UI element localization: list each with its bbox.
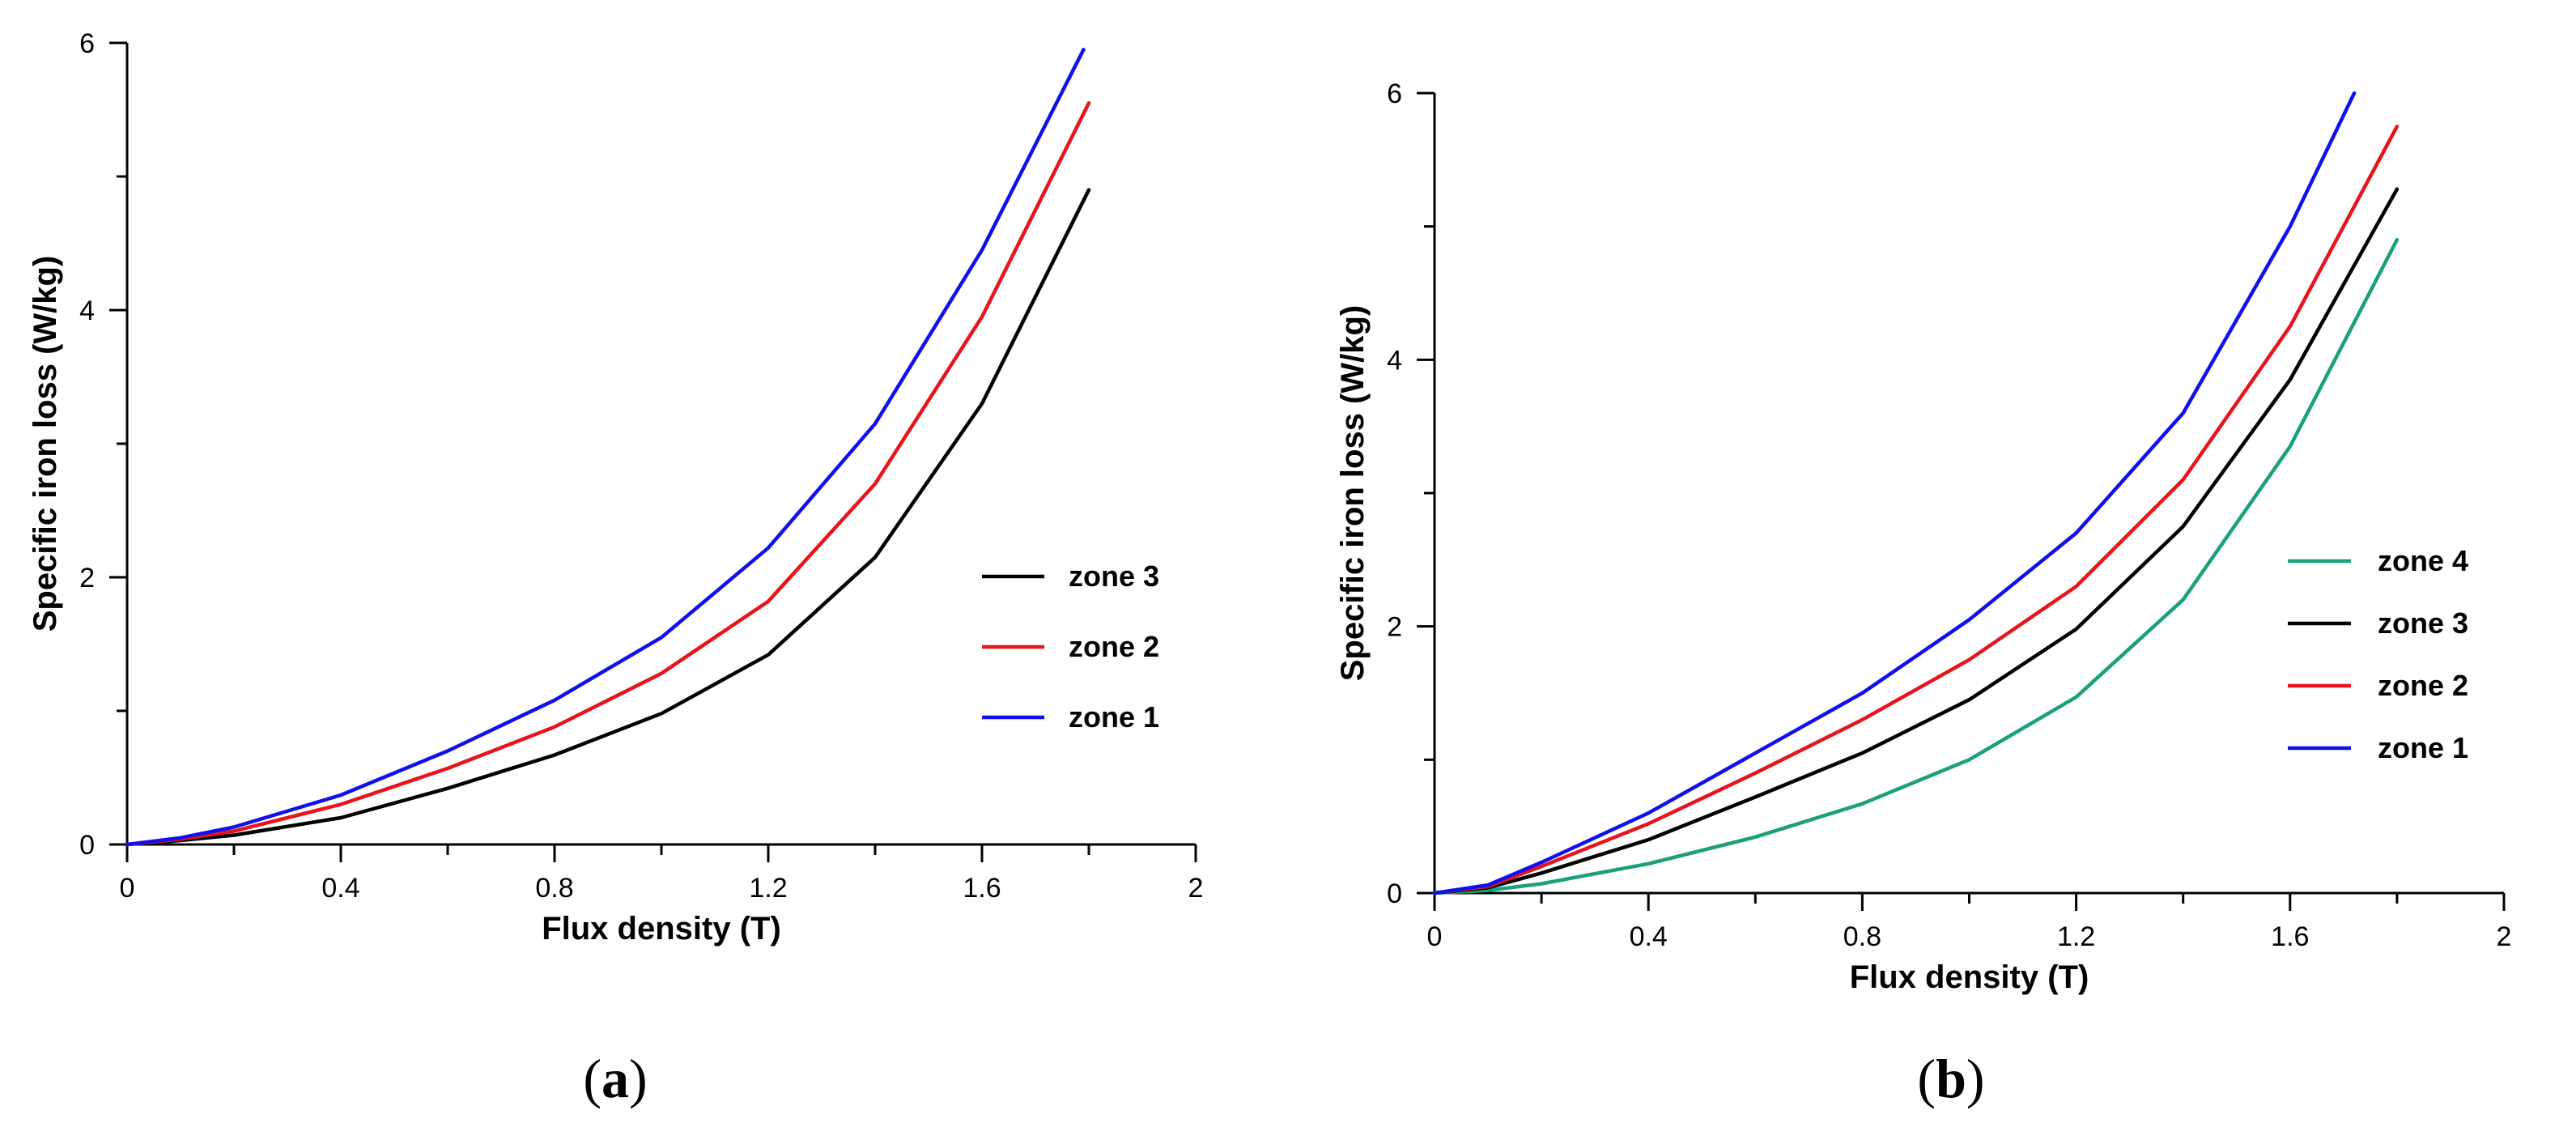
legend-label: zone 2: [2378, 669, 2468, 702]
panel-caption-letter: b: [1936, 1048, 1966, 1109]
x-axis-title: Flux density (T): [542, 911, 781, 946]
x-tick-label: 0: [120, 873, 135, 904]
x-tick-label: 2: [2497, 921, 2512, 952]
x-tick-label: 0.4: [1630, 921, 1668, 952]
legend-label: zone 3: [1069, 559, 1159, 593]
x-tick-label: 0: [1427, 921, 1443, 952]
series-line-zone-2: [1432, 124, 2400, 895]
series-line-zone-1: [125, 48, 1086, 847]
panel-caption-close: ): [629, 1048, 648, 1109]
y-tick-label: 2: [79, 563, 95, 593]
x-tick-label: 2: [1188, 873, 1204, 904]
panel-caption: (b): [1917, 1048, 1984, 1109]
series-line-zone-2: [125, 101, 1091, 847]
panel-caption-close: ): [1966, 1048, 1985, 1109]
x-tick-label: 1.2: [749, 873, 787, 904]
x-axis-title: Flux density (T): [1850, 959, 2089, 995]
x-tick-label: 1.6: [2271, 921, 2309, 952]
panel-caption-open: (: [583, 1048, 601, 1109]
series-line-zone-3: [125, 188, 1091, 847]
series-line-zone-4: [1432, 237, 2400, 895]
panel-caption-open: (: [1917, 1048, 1936, 1109]
legend-label: zone 2: [1069, 630, 1159, 663]
y-axis-title: Specific iron loss (W/kg): [28, 256, 63, 632]
y-tick-label: 4: [79, 296, 95, 326]
y-tick-label: 0: [79, 830, 95, 861]
series-line-zone-1: [1432, 91, 2357, 895]
x-tick-label: 1.6: [963, 873, 1001, 904]
legend-label: zone 3: [2378, 606, 2468, 640]
y-tick-label: 6: [1387, 79, 1402, 109]
x-tick-label: 0.8: [535, 873, 573, 904]
legend-label: zone 1: [1069, 700, 1159, 734]
series-line-zone-3: [1432, 187, 2400, 895]
chart-panel-a: 0 0.4 0.8 1.2 1.6 2 0 2 4 6 Flux density (T) Specif…: [28, 28, 1203, 1109]
y-tick-label: 6: [79, 28, 95, 59]
y-tick-label: 2: [1387, 612, 1402, 643]
y-tick-label: 0: [1387, 878, 1402, 909]
x-tick-label: 0.8: [1843, 921, 1881, 952]
y-tick-label: 4: [1387, 345, 1402, 376]
panel-caption-letter: a: [601, 1048, 629, 1109]
y-axis-title: Specific iron loss (W/kg): [1335, 305, 1371, 682]
legend-label: zone 4: [2378, 544, 2468, 577]
chart-panel-b: 0 0.4 0.8 1.2 1.6 2 0 2 4 6 Flux density (T) Specif…: [1335, 79, 2511, 1109]
x-tick-label: 1.2: [2057, 921, 2095, 952]
legend-label: zone 1: [2378, 731, 2468, 764]
x-tick-label: 0.4: [321, 873, 359, 904]
panel-caption: (a): [583, 1048, 647, 1109]
